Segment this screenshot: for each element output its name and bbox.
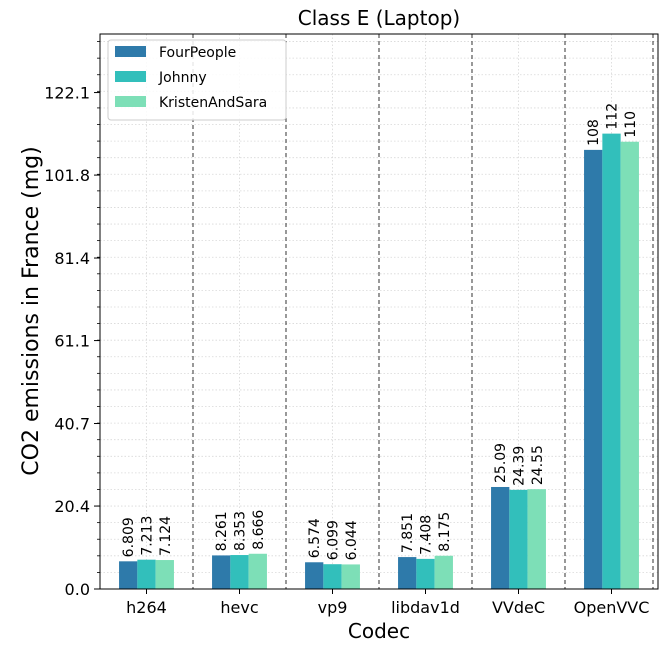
legend-swatch [115, 96, 146, 107]
legend-label: FourPeople [159, 45, 236, 61]
bar [230, 555, 249, 589]
bar-value-label: 7.213 [140, 516, 156, 556]
bar [341, 564, 360, 589]
bar [491, 486, 510, 589]
y-tick-label: 40.7 [54, 415, 90, 434]
legend: FourPeople Johnny KristenAndSara [107, 39, 287, 121]
bar [137, 559, 156, 589]
bar-value-label: 6.099 [326, 520, 342, 560]
bar-value-label: 7.408 [419, 515, 435, 555]
bar-value-label: 8.666 [251, 510, 267, 550]
y-axis-ticks: 0.0 20.4 40.7 61.1 81.4 101.8 122.1 [44, 41, 100, 599]
bar-value-label: 108 [586, 119, 602, 146]
bar-value-label: 110 [623, 111, 639, 138]
bar-value-label: 8.261 [214, 511, 230, 551]
bar-value-label: 6.809 [121, 517, 137, 557]
x-tick-label: VVdeC [492, 598, 545, 617]
y-tick-label: 20.4 [54, 497, 90, 516]
y-tick-label: 0.0 [65, 580, 90, 599]
bar [620, 141, 639, 589]
bar [602, 133, 621, 589]
y-tick-label: 81.4 [54, 249, 90, 268]
legend-label: Johnny [158, 70, 207, 86]
y-tick-label: 61.1 [54, 332, 90, 351]
y-tick-label: 122.1 [44, 84, 90, 103]
x-tick-label: h264 [126, 598, 167, 617]
bar-value-label: 24.55 [530, 445, 546, 485]
bar-value-label: 6.574 [307, 518, 323, 558]
bar [509, 489, 528, 589]
bar-value-label: 8.353 [233, 511, 249, 551]
x-tick-label: libdav1d [391, 598, 460, 617]
bar [398, 557, 417, 589]
bar-value-label: 7.124 [158, 516, 174, 556]
x-tick-label: hevc [220, 598, 258, 617]
bars [119, 133, 639, 589]
bar [305, 562, 324, 589]
legend-swatch [115, 46, 146, 57]
bar-value-label: 6.044 [344, 520, 360, 560]
y-axis-title: CO2 emissions in France (mg) [19, 146, 44, 475]
bar-labels: 6.809 7.213 7.124 8.261 8.353 8.666 6.574 6.099… [121, 103, 639, 561]
bar [248, 553, 267, 589]
bar-value-label: 24.39 [512, 446, 528, 486]
category-separators [192, 34, 654, 589]
bar-value-label: 25.09 [493, 443, 509, 483]
legend-label: KristenAndSara [159, 95, 267, 111]
bar [212, 555, 231, 589]
bar [155, 560, 174, 589]
y-tick-label: 101.8 [44, 166, 90, 185]
bar [584, 149, 603, 589]
bar [323, 564, 342, 589]
x-tick-label: OpenVVC [574, 598, 650, 617]
bar [416, 558, 435, 589]
x-tick-label: vp9 [318, 598, 348, 617]
chart-title: Class E (Laptop) [298, 6, 460, 30]
bar-value-label: 112 [605, 103, 621, 130]
legend-swatch [115, 71, 146, 82]
legend-box [107, 39, 287, 121]
bar [527, 489, 546, 589]
bar-value-label: 8.175 [437, 512, 453, 552]
legend-items: FourPeople Johnny KristenAndSara [115, 45, 267, 111]
plot-frame [99, 33, 659, 590]
bar-value-label: 7.851 [400, 513, 416, 553]
x-axis-ticks: h264 hevc vp9 libdav1d VVdeC OpenVVC [126, 589, 649, 617]
bar [119, 561, 138, 589]
bar [434, 555, 453, 589]
x-axis-title: Codec [348, 619, 410, 643]
